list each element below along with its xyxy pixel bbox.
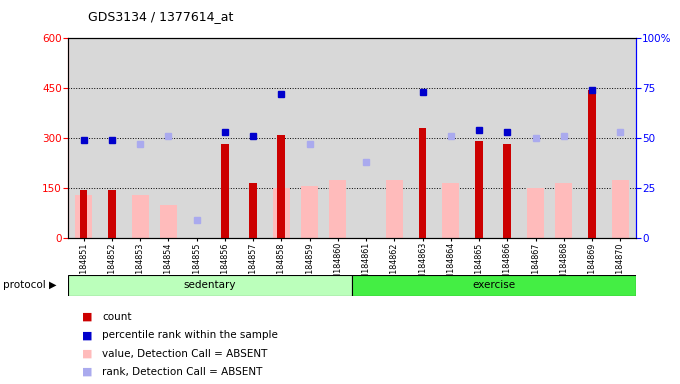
Bar [221, 144, 228, 238]
Bar [503, 144, 511, 238]
Bar [329, 180, 346, 238]
Bar [68, 275, 352, 296]
Bar [75, 195, 92, 238]
Text: ■: ■ [82, 349, 92, 359]
Text: value, Detection Call = ABSENT: value, Detection Call = ABSENT [102, 349, 267, 359]
Text: ■: ■ [82, 312, 92, 322]
Text: ■: ■ [82, 330, 92, 340]
Bar [301, 187, 318, 238]
Text: GDS3134 / 1377614_at: GDS3134 / 1377614_at [88, 10, 234, 23]
Bar [588, 90, 596, 238]
Bar [527, 188, 544, 238]
Bar [80, 190, 88, 238]
Bar [131, 195, 148, 238]
Text: percentile rank within the sample: percentile rank within the sample [102, 330, 278, 340]
Bar [352, 275, 636, 296]
Bar [249, 183, 257, 238]
Text: protocol: protocol [3, 280, 46, 290]
Bar [556, 183, 573, 238]
Text: rank, Detection Call = ABSENT: rank, Detection Call = ABSENT [102, 367, 262, 377]
Text: exercise: exercise [473, 280, 515, 290]
Text: count: count [102, 312, 131, 322]
Bar [160, 205, 177, 238]
Text: sedentary: sedentary [184, 280, 236, 290]
Bar [277, 135, 285, 238]
Bar [386, 180, 403, 238]
Bar [442, 183, 459, 238]
Bar [475, 141, 483, 238]
Bar [273, 188, 290, 238]
Bar [419, 128, 426, 238]
Text: ▶: ▶ [49, 280, 56, 290]
Text: ■: ■ [82, 367, 92, 377]
Bar [108, 190, 116, 238]
Bar [612, 180, 629, 238]
